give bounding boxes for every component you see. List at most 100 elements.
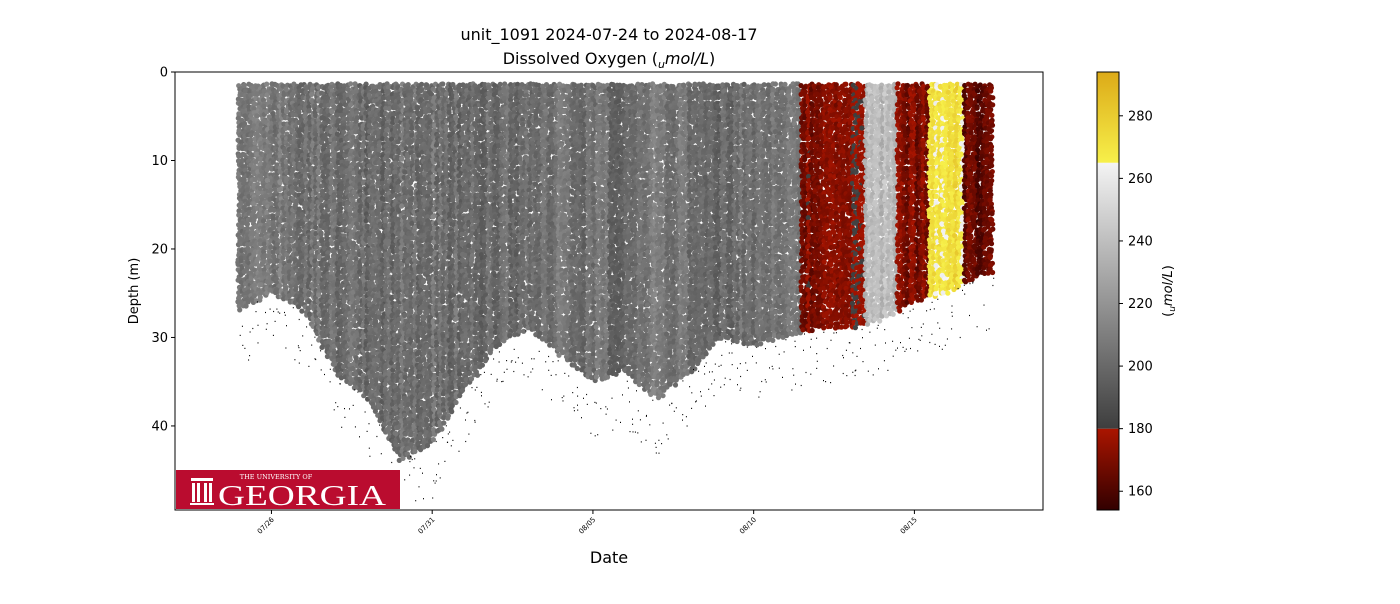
data-speck-2080 — [333, 409, 335, 411]
data-point-692 — [267, 188, 273, 194]
data-point-4443 — [406, 454, 412, 460]
data-speck-1754 — [320, 369, 322, 371]
data-speck-134 — [241, 325, 243, 327]
data-point-3099 — [366, 163, 372, 169]
data-point-696 — [268, 201, 274, 207]
data-speck-2702 — [354, 426, 356, 428]
data-point-85 — [239, 139, 245, 145]
data-point-4957 — [421, 316, 427, 322]
data-point-3022 — [364, 224, 370, 230]
data-point-2528 — [348, 102, 354, 108]
data-point-2522 — [348, 81, 354, 87]
data-point-66 — [237, 307, 243, 313]
data-point-3535 — [379, 306, 385, 312]
data-point-37 — [236, 208, 242, 214]
data-speck-3073 — [366, 430, 368, 432]
data-speck-269 — [249, 355, 251, 357]
data-speck-3170 — [368, 423, 370, 425]
data-speck-982 — [284, 314, 286, 316]
data-point-528 — [258, 282, 264, 288]
data-point-4067 — [395, 309, 401, 315]
data-point-377 — [251, 217, 257, 223]
data-point-885 — [276, 187, 282, 193]
data-speck-787 — [276, 308, 278, 310]
data-speck-3169 — [369, 455, 371, 457]
data-point-434 — [255, 190, 261, 196]
data-point-2737 — [353, 193, 359, 199]
data-point-4846 — [417, 309, 423, 315]
data-point-1117 — [289, 91, 295, 97]
data-speck-1456 — [306, 326, 308, 328]
data-point-4748 — [414, 351, 420, 357]
data-speck-1248 — [298, 318, 300, 321]
chart-title: unit_1091 2024-07-24 to 2024-08-17 — [460, 25, 757, 45]
data-point-365 — [252, 176, 258, 183]
data-point-3735 — [385, 288, 391, 295]
data-speck-2254 — [337, 406, 339, 408]
data-point-846 — [273, 276, 280, 282]
data-point-530 — [258, 289, 264, 296]
data-point-572 — [260, 218, 267, 224]
data-speck-1455 — [308, 365, 310, 367]
data-point-4475 — [408, 180, 414, 186]
data-point-4781 — [417, 88, 423, 94]
data-speck-268 — [249, 331, 251, 333]
data-point-4593 — [412, 204, 418, 210]
data-speck-468 — [257, 324, 259, 326]
data-speck-3467 — [379, 424, 381, 426]
data-point-4017 — [395, 139, 401, 145]
data-point-4292 — [402, 312, 408, 318]
data-speck-596 — [265, 328, 267, 330]
data-point-38 — [236, 212, 242, 218]
data-speck-981 — [284, 311, 285, 314]
data-speck-336 — [252, 327, 254, 330]
data-points — [235, 81, 996, 503]
data-speck-401 — [255, 311, 257, 313]
data-point-343 — [252, 101, 258, 107]
data-speck-1755 — [320, 350, 322, 352]
data-point-4478 — [408, 190, 414, 197]
data-point-486 — [258, 140, 264, 146]
subtitle-text: Dissolved Oxygen ( — [503, 49, 658, 68]
data-point-704 — [267, 227, 273, 233]
data-point-267 — [245, 299, 251, 305]
data-speck-659 — [266, 323, 268, 325]
data-point-1951 — [324, 207, 331, 213]
data-speck-2794 — [357, 391, 359, 393]
data-speck-467 — [256, 301, 258, 303]
data-speck-1317 — [298, 347, 300, 349]
data-point-399 — [251, 293, 257, 299]
data-point-3526 — [379, 275, 385, 281]
data-point-286 — [248, 132, 254, 138]
data-point-411 — [254, 113, 260, 119]
data-point-1790 — [318, 197, 324, 203]
data-point-3681 — [386, 106, 392, 112]
data-point-516 — [258, 241, 264, 247]
data-speck-4887 — [422, 472, 423, 474]
data-speck-2886 — [359, 436, 360, 438]
data-point-531 — [257, 294, 263, 300]
data-point-90 — [239, 157, 246, 164]
data-point-387 — [251, 251, 257, 257]
data-point-201 — [243, 303, 249, 309]
data-point-244 — [244, 221, 250, 227]
data-point-1203 — [294, 157, 300, 163]
data-point-257 — [245, 265, 251, 271]
data-point-248 — [244, 235, 251, 242]
data-speck-4666 — [415, 500, 417, 502]
data-speck-1047 — [285, 347, 287, 349]
data-speck-2255 — [339, 383, 341, 385]
data-point-635 — [264, 210, 270, 216]
data-point-318 — [248, 241, 254, 247]
data-point-1292 — [297, 227, 303, 233]
data-point-30 — [237, 184, 243, 190]
data-point-1961 — [324, 241, 331, 248]
data-point-504 — [258, 200, 264, 206]
data-point-1704 — [315, 170, 321, 176]
subtitle-close: ) — [709, 49, 715, 68]
data-point-191 — [241, 269, 247, 275]
data-point-103 — [238, 200, 244, 206]
data-speck-4556 — [410, 456, 412, 458]
data-point-3343 — [372, 336, 378, 342]
